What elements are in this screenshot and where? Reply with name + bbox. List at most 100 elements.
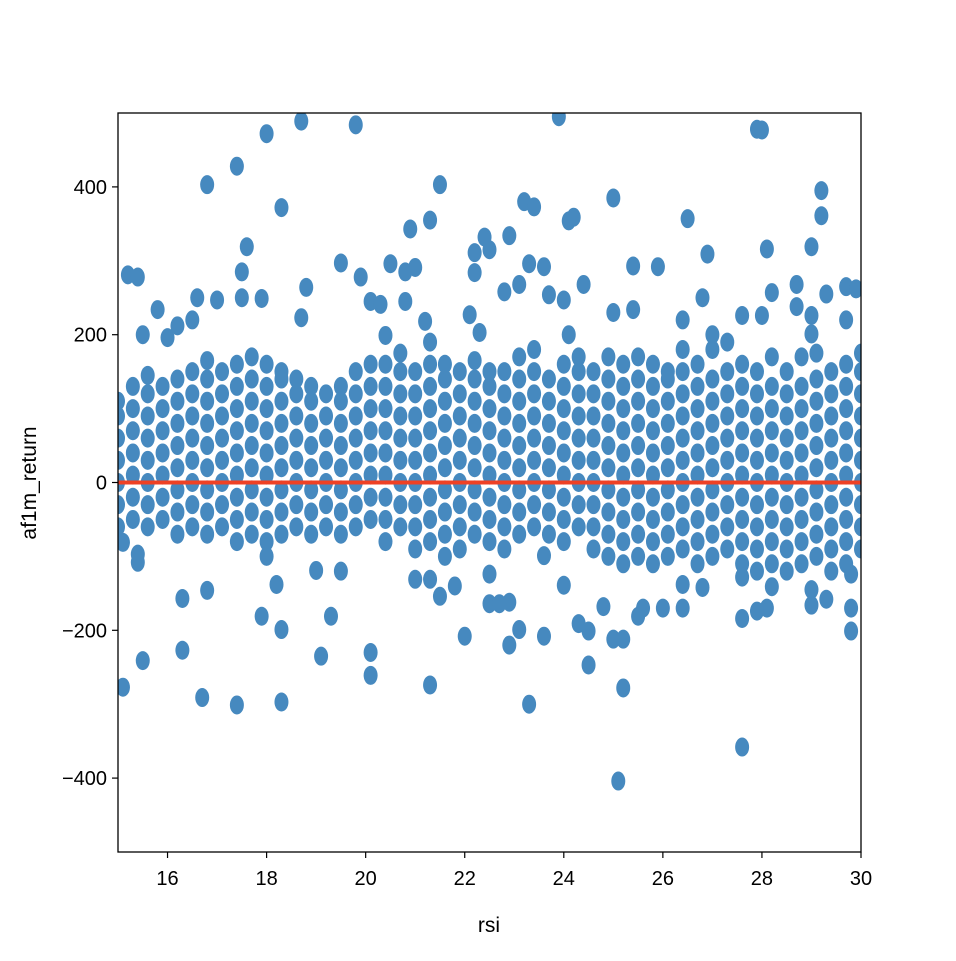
data-point [447, 576, 462, 596]
data-point [735, 532, 750, 552]
data-point [601, 413, 616, 433]
data-point [695, 288, 710, 308]
data-point [561, 325, 576, 345]
data-point [616, 487, 631, 507]
data-point [690, 465, 705, 485]
data-point [482, 594, 497, 614]
data-point [645, 509, 660, 529]
data-point [735, 443, 750, 463]
data-point [754, 120, 769, 140]
data-point [700, 244, 715, 264]
data-point [556, 376, 571, 396]
data-point [814, 206, 829, 226]
data-point [333, 436, 348, 456]
x-tick-label: 18 [255, 868, 277, 890]
data-point [274, 436, 289, 456]
data-point [749, 384, 764, 404]
data-point [244, 458, 259, 478]
data-point [541, 524, 556, 544]
data-point [616, 421, 631, 441]
data-point [234, 262, 249, 282]
data-point [155, 465, 170, 485]
data-point [527, 197, 542, 217]
data-point [616, 554, 631, 574]
data-point [244, 436, 259, 456]
data-point [185, 495, 200, 515]
data-point [631, 413, 646, 433]
data-point [319, 406, 334, 426]
data-point [482, 443, 497, 463]
data-point [200, 480, 215, 500]
data-point [720, 428, 735, 448]
data-point [170, 502, 185, 522]
data-point [452, 495, 467, 515]
data-point [601, 524, 616, 544]
data-point [170, 524, 185, 544]
data-point [660, 413, 675, 433]
data-point [185, 428, 200, 448]
x-tick-label: 16 [156, 868, 178, 890]
data-point [705, 413, 720, 433]
data-point [229, 509, 244, 529]
data-point [452, 450, 467, 470]
data-point [690, 443, 705, 463]
data-point [200, 175, 215, 195]
data-point [229, 487, 244, 507]
data-point [274, 692, 289, 712]
data-point [393, 450, 408, 470]
data-point [720, 384, 735, 404]
data-point [418, 311, 433, 331]
data-point [294, 308, 309, 328]
data-point [675, 428, 690, 448]
data-point [586, 517, 601, 537]
data-point [527, 517, 542, 537]
data-point [190, 288, 205, 308]
data-point [631, 480, 646, 500]
data-point [601, 347, 616, 367]
data-point [809, 391, 824, 411]
data-point [735, 465, 750, 485]
data-point [824, 539, 839, 559]
data-point [735, 608, 750, 628]
data-point [200, 458, 215, 478]
data-point [764, 577, 779, 597]
data-point [408, 495, 423, 515]
data-point [244, 369, 259, 389]
data-point [655, 598, 670, 618]
data-point [512, 620, 527, 640]
data-point [536, 626, 551, 646]
data-point [294, 113, 309, 131]
data-point [764, 347, 779, 367]
data-point [274, 502, 289, 522]
data-point [403, 219, 418, 239]
data-point [794, 376, 809, 396]
data-point [175, 589, 190, 609]
data-point [660, 546, 675, 566]
data-point [170, 391, 185, 411]
data-point [690, 421, 705, 441]
data-point [522, 254, 537, 274]
data-point [824, 450, 839, 470]
data-point [601, 391, 616, 411]
data-point [541, 285, 556, 305]
data-point [482, 465, 497, 485]
data-point [452, 428, 467, 448]
data-point [170, 369, 185, 389]
data-point [779, 495, 794, 515]
data-point [289, 428, 304, 448]
data-point [556, 487, 571, 507]
x-tick-label: 20 [355, 868, 377, 890]
data-point [398, 291, 413, 311]
data-point [645, 376, 660, 396]
data-point [170, 413, 185, 433]
data-point [118, 406, 125, 426]
data-point [804, 324, 819, 344]
data-point [839, 509, 854, 529]
y-tick-label: −400 [62, 768, 107, 790]
data-point [705, 458, 720, 478]
data-point [854, 495, 861, 515]
data-point [809, 502, 824, 522]
data-point [482, 240, 497, 260]
data-point [690, 509, 705, 529]
data-point [383, 254, 398, 274]
